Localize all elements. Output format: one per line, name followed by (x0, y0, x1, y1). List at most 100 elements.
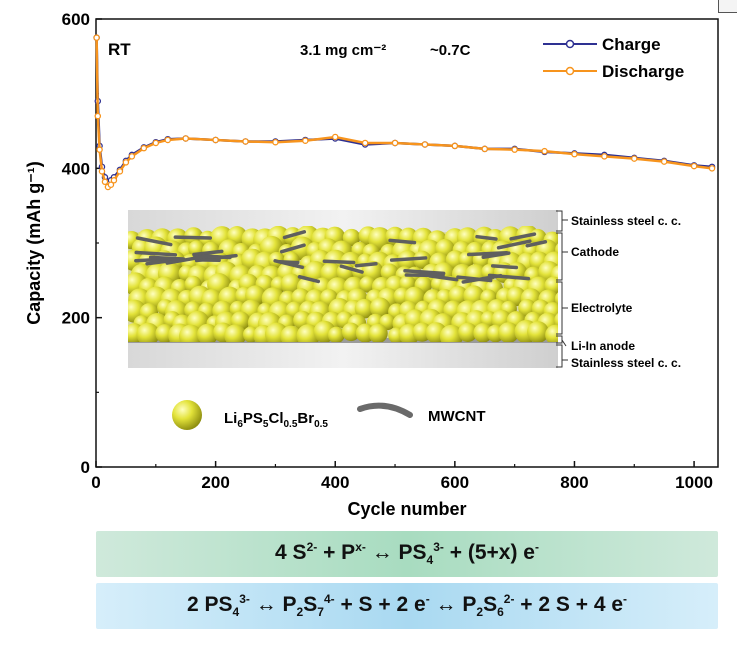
mwcnt-strand (427, 274, 459, 282)
bracket-anode (556, 335, 563, 344)
label-cathode: Cathode (571, 245, 619, 259)
temperature-label: RT (108, 40, 131, 59)
electrolyte-particle (527, 321, 549, 342)
x-tick-label: 200 (201, 473, 229, 492)
data-point-discharge (331, 133, 339, 141)
electrolyte-particle (458, 322, 478, 342)
mwcnt-strand (403, 268, 446, 276)
bracket-cathode (556, 232, 563, 281)
data-point-discharge (98, 168, 106, 175)
particle-layer (128, 226, 558, 342)
reaction-equation-1: 4 S2- + Px- ↔ PS43- + (5+x) e- (96, 531, 718, 577)
data-point-discharge (361, 139, 369, 147)
data-point-discharge (94, 112, 102, 120)
loading-label: 3.1 mg cm⁻² (300, 42, 386, 59)
legend-charge-label: Charge (602, 35, 661, 54)
legend: Charge Discharge (543, 35, 684, 81)
series-discharge (93, 34, 716, 191)
data-point-discharge (272, 138, 279, 146)
series-line-discharge (95, 37, 713, 189)
mwcnt-strand (165, 254, 208, 265)
mwcnt-strand (339, 264, 364, 274)
data-point-discharge (107, 181, 115, 189)
y-axis-label: Capacity (mAh g⁻¹) (24, 161, 44, 325)
electrolyte-particle (498, 322, 520, 342)
mwcnt-strand (273, 259, 305, 270)
bottom-current-collector (128, 342, 558, 368)
electrolyte-particle (341, 322, 361, 342)
x-tick-label: 1000 (675, 473, 713, 492)
legend-discharge-marker (565, 66, 575, 76)
mwcnt-strand (322, 259, 356, 265)
mwcnt-strand (135, 236, 173, 247)
bracket-bottom-cc (556, 344, 563, 368)
electrolyte-particle (179, 324, 203, 342)
data-point-discharge (541, 147, 548, 155)
data-point-discharge (140, 144, 148, 152)
electrolyte-particle (280, 325, 302, 342)
reaction-equation-2: 2 PS43- ↔ P2S74- + S + 2 e- ↔ P2S62- + 2… (96, 583, 718, 629)
data-point-discharge (128, 153, 136, 160)
data-point-discharge (182, 135, 189, 142)
data-point-discharge (212, 136, 219, 144)
data-point-discharge (708, 165, 716, 172)
electrolyte-particle (196, 323, 219, 342)
corner-mark (718, 0, 737, 13)
legend-charge-marker (565, 39, 575, 49)
electrolyte-particle (354, 298, 375, 319)
data-point-discharge (93, 34, 100, 41)
data-point-discharge (421, 141, 429, 148)
data-point-discharge (302, 137, 309, 144)
mwcnt-strand (490, 264, 519, 270)
electrolyte-particle (224, 324, 247, 342)
y-tick-label: 200 (62, 309, 90, 328)
x-tick-label: 0 (91, 473, 100, 492)
electrolyte-particle (554, 313, 558, 328)
electrolyte-particle (545, 324, 558, 342)
particle-legend-icon (172, 400, 202, 430)
data-point-discharge (242, 138, 249, 145)
data-point-discharge (631, 155, 638, 162)
data-point-discharge (164, 136, 172, 144)
x-tick-label: 400 (321, 473, 349, 492)
capacity-chart: 0 200 400 600 800 1000 0 200 400 600 Cycle number C… (24, 10, 719, 519)
axes: 0 200 400 600 800 1000 0 200 400 600 Cycle number C… (24, 10, 719, 519)
series-line-charge (95, 37, 713, 184)
data-point-discharge (122, 159, 130, 166)
data-point-discharge (110, 177, 118, 184)
electrolyte-particle (368, 323, 388, 342)
mwcnt-strand (279, 243, 306, 254)
x-tick-label: 600 (441, 473, 469, 492)
data-point-discharge (152, 139, 160, 147)
y-tick-label: 400 (62, 159, 90, 178)
mwcnt-strand (354, 262, 378, 268)
legend-discharge-label: Discharge (602, 62, 684, 81)
electrolyte-particle (327, 326, 345, 342)
label-bottom-cc: Stainless steel c. c. (571, 356, 681, 370)
data-point-discharge (660, 158, 668, 165)
mwcnt-strand (148, 255, 186, 261)
mwcnt-strand (509, 232, 537, 241)
electrolyte-particle (136, 322, 160, 342)
mwcnt-strand (475, 234, 498, 241)
data-point-discharge (96, 146, 103, 153)
data-point-discharge (391, 139, 399, 147)
data-point-discharge (511, 146, 518, 153)
mwcnt-legend-icon (357, 402, 413, 418)
eq2-text: 2 PS43- ↔ P2S74- + S + 2 e- ↔ P2S62- + 2… (186, 592, 628, 620)
mwcnt-strand (282, 230, 307, 240)
electrolyte-particle (439, 324, 463, 342)
x-axis-label: Cycle number (347, 499, 466, 519)
rate-label: ~0.7C (430, 42, 471, 59)
mwcnt-legend-label: MWCNT (428, 408, 485, 425)
data-point-discharge (571, 150, 578, 158)
series-charge (93, 34, 716, 186)
bracket-top-cc (556, 210, 563, 232)
label-electrolyte: Electrolyte (571, 301, 633, 315)
electrolyte-particle (359, 276, 376, 293)
data-point-discharge (690, 162, 698, 170)
particle-legend-label: Li6PS5Cl0.5Br0.5 (224, 410, 328, 430)
cell-stack-inset: Stainless steel c. c. Cathode Electrolyt… (126, 209, 681, 430)
mwcnt-strand (496, 239, 532, 250)
mwcnt-strand (134, 250, 178, 257)
